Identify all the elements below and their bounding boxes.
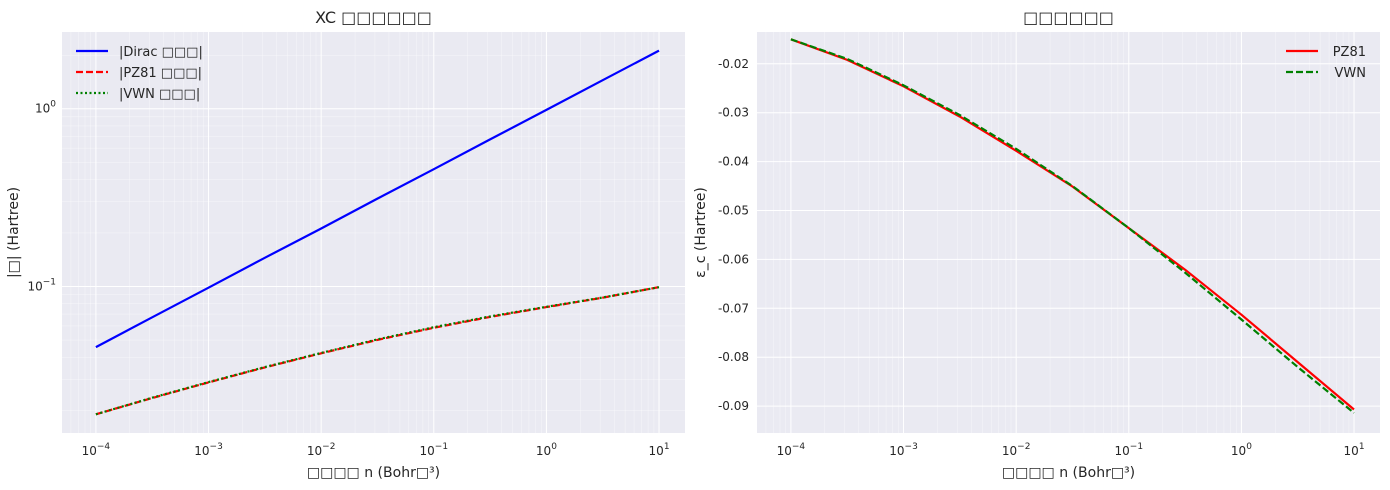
x-tick-label: 10−2 bbox=[307, 442, 336, 458]
series-line-2 bbox=[790, 38, 1355, 414]
chart-panel-2: 10−4 10−3 10−2 10−1 100 101-0.02-0.03-0.04-0.… bbox=[693, 8, 1380, 481]
y-tick-label: -0.02 bbox=[718, 57, 749, 71]
legend-label-1: |Dirac □□□| bbox=[119, 45, 203, 60]
y-tick-label: -0.04 bbox=[718, 155, 749, 169]
x-tick-label-exp: 0 bbox=[1246, 442, 1252, 452]
y-tick-label: -0.09 bbox=[718, 399, 749, 413]
x-tick-label-base: 10 bbox=[1231, 444, 1246, 458]
legend-label-2: |PZ81 □□□| bbox=[119, 66, 202, 81]
y-tick-label: -0.07 bbox=[718, 301, 749, 315]
x-tick-label-base: 10 bbox=[777, 444, 792, 458]
x-tick-label-base: 10 bbox=[1002, 444, 1017, 458]
x-tick-label-base: 10 bbox=[649, 444, 664, 458]
x-tick-label-base: 10 bbox=[307, 444, 322, 458]
grid-lines bbox=[62, 32, 685, 433]
x-tick-label-base: 10 bbox=[1344, 444, 1359, 458]
x-tick-label-exp: 1 bbox=[664, 442, 670, 452]
legend-label-2: VWN bbox=[1335, 66, 1366, 81]
y-axis-label: |□| (Hartree) bbox=[6, 187, 22, 278]
y-tick-label: -0.08 bbox=[718, 350, 749, 364]
x-tick-label-base: 10 bbox=[194, 444, 209, 458]
x-tick-label-base: 10 bbox=[82, 444, 97, 458]
x-tick-label-exp: −4 bbox=[97, 442, 111, 452]
x-tick-label-exp: −1 bbox=[1130, 442, 1143, 452]
x-tick-label-exp: −3 bbox=[210, 442, 223, 452]
x-tick-label-base: 10 bbox=[1115, 444, 1130, 458]
x-tick-label-exp: 1 bbox=[1359, 442, 1365, 452]
legend-label-3: |VWN □□□| bbox=[119, 87, 200, 102]
legend: PZ81 VWN bbox=[1286, 45, 1366, 81]
x-tick-label: 10−1 bbox=[420, 442, 449, 458]
plot-area bbox=[62, 32, 685, 433]
series-line-1 bbox=[95, 49, 660, 349]
x-tick-label: 100 bbox=[536, 442, 557, 458]
x-tick-label-exp: −2 bbox=[322, 442, 335, 452]
x-axis-label: □□□□ n (Bohr□³) bbox=[307, 465, 440, 481]
y-tick-label-base: 10 bbox=[27, 280, 42, 294]
x-tick-label: 10−4 bbox=[777, 442, 806, 458]
x-tick-label-base: 10 bbox=[536, 444, 551, 458]
y-axis-label: ε_c (Hartree) bbox=[693, 187, 709, 278]
chart-title: XC □□□□□□ bbox=[315, 8, 432, 27]
x-tick-label-exp: −1 bbox=[435, 442, 448, 452]
x-tick-label-exp: −2 bbox=[1017, 442, 1030, 452]
plot-area bbox=[757, 32, 1380, 433]
x-tick-label: 101 bbox=[649, 442, 670, 458]
x-axis-label: □□□□ n (Bohr□³) bbox=[1002, 465, 1135, 481]
x-tick-label-exp: −3 bbox=[905, 442, 918, 452]
x-tick-label: 10−3 bbox=[889, 442, 918, 458]
chart-title: □□□□□□ bbox=[1023, 8, 1114, 27]
legend: |Dirac □□□| |PZ81 □□□| |VWN □□□| bbox=[76, 45, 203, 102]
legend-label-1: PZ81 bbox=[1333, 45, 1366, 60]
x-tick-label: 10−4 bbox=[82, 442, 111, 458]
y-tick-label: -0.05 bbox=[718, 203, 749, 217]
x-tick-label: 10−3 bbox=[194, 442, 223, 458]
y-tick-label-exp: 0 bbox=[50, 100, 56, 110]
y-tick-label: 10−1 bbox=[27, 278, 56, 294]
x-tick-label-base: 10 bbox=[889, 444, 904, 458]
x-tick-label-base: 10 bbox=[420, 444, 435, 458]
y-tick-label-exp: −1 bbox=[43, 278, 56, 288]
x-tick-label-exp: 0 bbox=[551, 442, 557, 452]
x-tick-label-exp: −4 bbox=[792, 442, 806, 452]
y-tick-label: -0.06 bbox=[718, 252, 749, 266]
series-line-3 bbox=[95, 286, 660, 416]
y-tick-label-base: 10 bbox=[35, 102, 50, 116]
x-tick-label: 10−2 bbox=[1002, 442, 1031, 458]
x-tick-label: 101 bbox=[1344, 442, 1365, 458]
x-tick-label: 10−1 bbox=[1115, 442, 1144, 458]
y-tick-label: 100 bbox=[35, 100, 56, 116]
y-tick-label: -0.03 bbox=[718, 106, 749, 120]
x-tick-label: 100 bbox=[1231, 442, 1252, 458]
